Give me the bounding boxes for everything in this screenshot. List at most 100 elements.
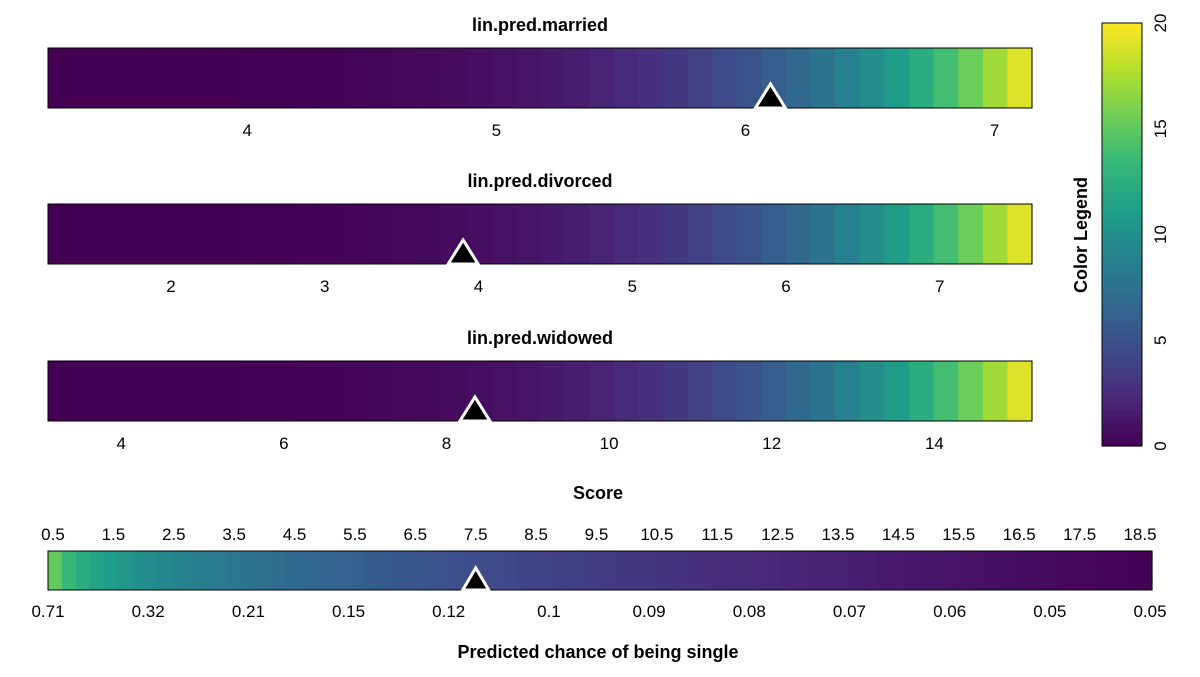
panel-tick-label: 6 <box>279 434 288 453</box>
heat-cell <box>367 204 393 264</box>
heat-cell <box>515 48 541 108</box>
score-cell <box>1110 551 1125 590</box>
heat-cell <box>859 48 885 108</box>
score-cell <box>241 551 256 590</box>
score-cell <box>531 551 546 590</box>
legend-cell <box>1102 417 1142 426</box>
legend-cell <box>1102 340 1142 348</box>
heat-cell <box>835 361 861 421</box>
heat-cell <box>121 48 147 108</box>
heat-cell <box>884 48 910 108</box>
heat-cell <box>72 48 98 108</box>
probability-tick-label: 0.06 <box>933 602 966 621</box>
heat-cell <box>171 204 197 264</box>
heat-cell <box>638 48 664 108</box>
panel-tick-label: 7 <box>990 121 999 140</box>
marker-triangle <box>445 237 481 266</box>
heat-cell <box>761 361 787 421</box>
heat-cell <box>909 204 935 264</box>
heat-cell <box>269 361 295 421</box>
heat-cell <box>417 204 443 264</box>
legend-cell <box>1102 255 1142 264</box>
heat-cell <box>638 361 664 421</box>
score-cell <box>89 551 104 590</box>
score-cell <box>117 551 132 590</box>
score-title: Score <box>573 483 623 503</box>
legend-cell <box>1102 164 1142 172</box>
score-cell <box>738 551 753 590</box>
heat-cell <box>244 361 270 421</box>
legend-cell <box>1102 262 1142 271</box>
heat-cell <box>97 204 123 264</box>
legend-cell <box>1102 319 1142 327</box>
score-cell <box>324 551 339 590</box>
heat-cell <box>564 361 590 421</box>
legend-frame <box>1101 22 1143 447</box>
heat-cell <box>72 204 98 264</box>
heat-cell <box>712 48 738 108</box>
score-cell <box>268 551 284 590</box>
marker-triangle <box>457 394 493 423</box>
heat-cell <box>663 361 689 421</box>
legend-cell <box>1102 128 1142 137</box>
score-tick-label: 1.5 <box>102 525 126 544</box>
heat-cell <box>589 204 615 264</box>
score-cell <box>544 551 560 590</box>
heat-cell <box>589 361 615 421</box>
legend-cell <box>1102 79 1142 88</box>
heat-cell <box>48 361 74 421</box>
probability-tick-label: 0.07 <box>833 602 866 621</box>
score-cell <box>572 551 587 590</box>
score-cell <box>296 551 311 590</box>
heat-cell <box>121 361 147 421</box>
score-cell <box>682 551 698 590</box>
color-legend: 0 5 10 15 20 Color Legend <box>1071 14 1170 451</box>
score-cell <box>751 551 767 590</box>
heat-cell <box>1007 361 1033 421</box>
score-cell <box>172 551 187 590</box>
heat-cell <box>982 361 1008 421</box>
heat-cell <box>343 361 369 421</box>
legend-cell <box>1102 276 1142 285</box>
heat-cell <box>810 48 836 108</box>
score-cell <box>600 551 615 590</box>
score-cell <box>103 551 118 590</box>
heat-cell <box>564 48 590 108</box>
legend-cell <box>1102 347 1142 355</box>
heat-cell <box>810 361 836 421</box>
score-cell <box>586 551 601 590</box>
panel-tick-label: 6 <box>741 121 750 140</box>
heat-cell <box>466 48 492 108</box>
heat-cell <box>48 204 74 264</box>
panel-frame <box>47 47 1033 109</box>
probability-tick-label: 0.15 <box>332 602 365 621</box>
legend-cell <box>1102 121 1142 130</box>
score-xlabel: Predicted chance of being single <box>457 642 738 662</box>
score-cell <box>337 551 353 590</box>
probability-tick-label: 0.32 <box>132 602 165 621</box>
heat-cell <box>515 361 541 421</box>
legend-cell <box>1102 354 1142 362</box>
score-cell <box>1027 551 1043 590</box>
legend-cell <box>1102 149 1142 158</box>
panel-title: lin.pred.divorced <box>467 171 612 191</box>
score-cell <box>945 551 960 590</box>
score-cell <box>558 551 573 590</box>
heat-cell <box>220 48 246 108</box>
heat-cell <box>392 48 418 108</box>
heat-cell <box>121 204 147 264</box>
score-cell <box>393 551 408 590</box>
heat-cell <box>269 48 295 108</box>
heat-cell <box>1007 48 1033 108</box>
legend-cell <box>1102 396 1142 405</box>
panel-tick-label: 7 <box>935 277 944 296</box>
heat-cell <box>687 361 713 421</box>
legend-cell <box>1102 86 1142 95</box>
heat-cell <box>958 48 984 108</box>
panel-title: lin.pred.widowed <box>467 328 613 348</box>
score-cell <box>310 551 325 590</box>
legend-cell <box>1102 438 1142 447</box>
probability-tick-label: 0.12 <box>432 602 465 621</box>
panel-1: lin.pred.divorced 2 3 4 5 6 7 <box>47 171 1033 296</box>
